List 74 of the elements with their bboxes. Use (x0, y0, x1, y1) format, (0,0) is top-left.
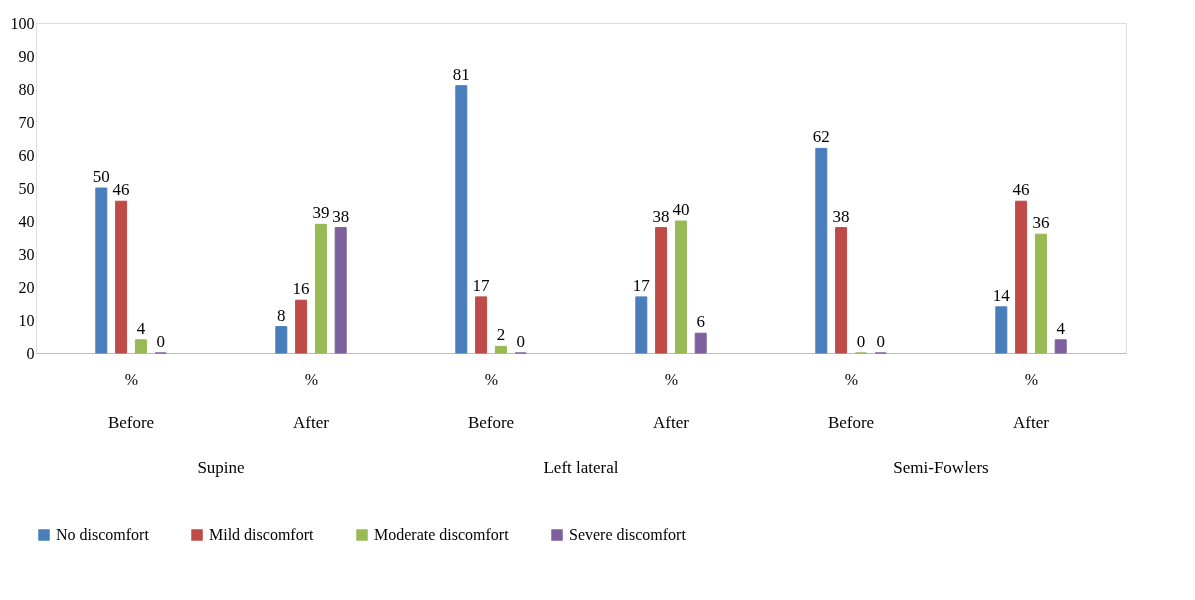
text: Before (467, 413, 515, 432)
bar (694, 332, 707, 354)
bar (275, 326, 288, 354)
x-tick-label: % (844, 370, 859, 388)
x-tick-label: % (484, 370, 499, 388)
bar (674, 220, 687, 354)
legend-label: Severe discomfort (569, 526, 687, 543)
data-label: 0 (876, 332, 885, 351)
data-label: 8 (277, 305, 286, 325)
bar (115, 200, 128, 354)
y-tick-label: 70 (18, 113, 35, 131)
bar (815, 147, 828, 354)
data-label: 40 (672, 200, 690, 219)
y-tick-label: 100 (10, 14, 35, 32)
bar (635, 296, 648, 354)
bar (334, 227, 347, 354)
data-label: 81 (452, 64, 470, 84)
bar (95, 187, 108, 354)
x-tick-label: % (304, 370, 319, 388)
data-label: 4 (136, 318, 146, 338)
text: After (293, 413, 330, 432)
text: After (1013, 413, 1050, 432)
text: Semi-Fowlers (893, 458, 989, 477)
y-tick-label: 10 (18, 311, 35, 329)
data-label: 38 (332, 206, 350, 226)
legend-label: No discomfort (56, 526, 150, 543)
x-tick-label: % (664, 370, 679, 388)
bar (134, 339, 147, 354)
bar (1015, 200, 1028, 354)
data-label: 17 (472, 275, 491, 295)
text: After (653, 413, 690, 432)
data-label: 46 (1012, 180, 1030, 200)
data-label: 36 (1032, 213, 1050, 233)
y-tick-label: 60 (18, 146, 35, 164)
data-label: 17 (632, 275, 651, 295)
data-label: 2 (496, 325, 506, 345)
y-tick-label: 80 (18, 80, 35, 98)
y-tick-label: 90 (18, 47, 35, 65)
data-label: 4 (1056, 318, 1066, 338)
bar (455, 85, 468, 354)
data-label: 38 (652, 206, 670, 226)
y-tick-label: 20 (18, 278, 35, 296)
text: Left lateral (543, 458, 619, 477)
data-label: 0 (856, 332, 866, 351)
data-label: 14 (992, 285, 1011, 305)
data-label: 0 (516, 332, 525, 351)
bar (314, 223, 327, 354)
bar (655, 227, 668, 354)
text: Supine (197, 458, 245, 477)
text: Before (827, 413, 875, 432)
data-label: 38 (832, 206, 850, 226)
data-label: 46 (112, 180, 130, 200)
bar (295, 299, 308, 354)
data-label: 6 (696, 312, 705, 332)
legend-label: Moderate discomfort (374, 526, 510, 543)
x-tick-label: % (1024, 370, 1039, 388)
data-label: 62 (812, 127, 830, 147)
data-label: 0 (156, 332, 165, 351)
y-tick-label: 40 (18, 212, 35, 230)
data-label: 16 (292, 279, 310, 299)
x-tick-label: % (124, 370, 139, 388)
y-tick-label: 30 (18, 245, 35, 263)
bar (1054, 339, 1067, 354)
legend-label: Mild discomfort (209, 526, 314, 543)
bar (494, 345, 507, 354)
bar (835, 227, 848, 354)
data-label: 39 (312, 203, 330, 223)
bar (995, 306, 1008, 354)
data-label: 50 (92, 167, 110, 186)
bar (1034, 233, 1047, 354)
bar (475, 296, 488, 354)
y-tick-label: 0 (26, 344, 35, 362)
text: Before (107, 413, 155, 432)
y-tick-label: 50 (18, 179, 35, 197)
